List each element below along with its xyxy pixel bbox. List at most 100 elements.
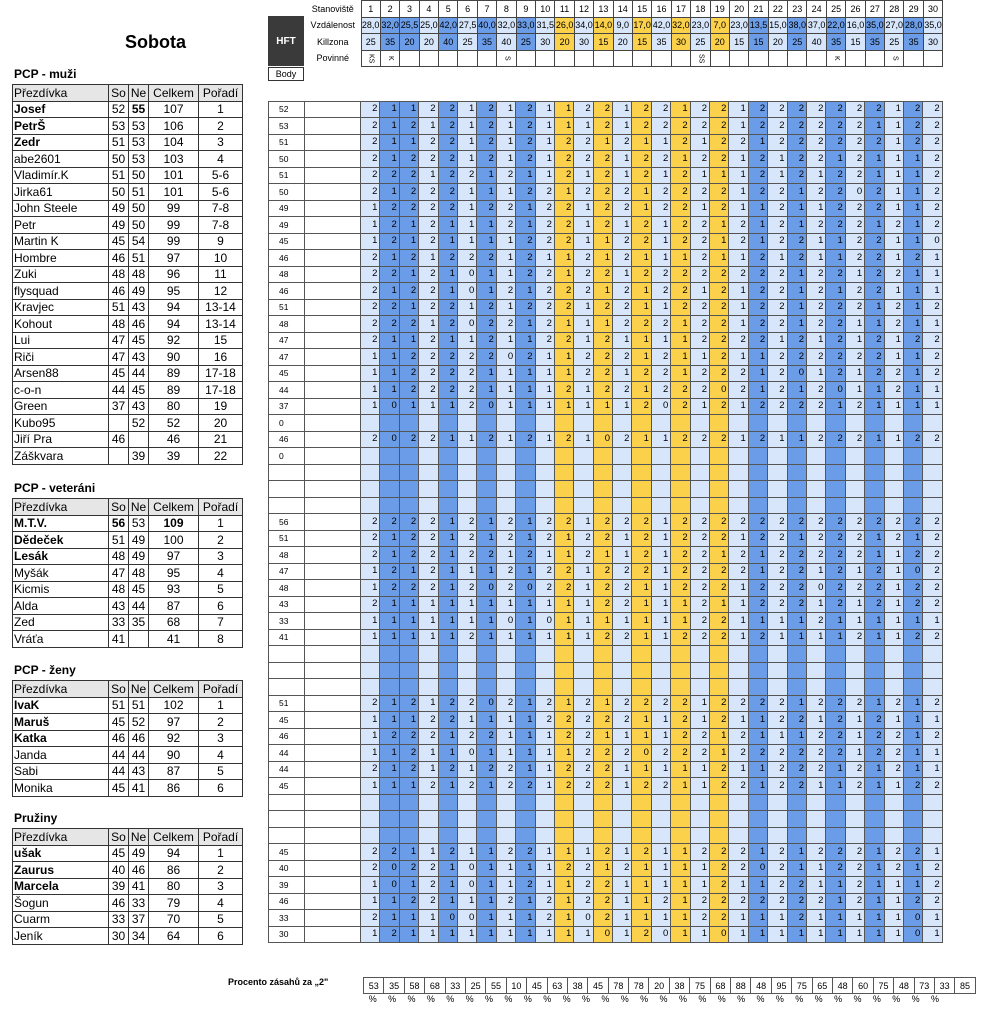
score-cell: 2 xyxy=(359,150,381,168)
score-cell: 1 xyxy=(456,925,478,943)
score-cell: 2 xyxy=(553,150,575,168)
score-cell xyxy=(515,480,536,498)
score-cell: 2 xyxy=(418,265,439,283)
score-cell: 1 xyxy=(728,183,749,201)
score-cell xyxy=(864,678,885,696)
score-cell: 2 xyxy=(844,859,866,877)
score-cell: 1 xyxy=(650,430,672,448)
score-cell: 2 xyxy=(922,364,943,382)
score-cell: 1 xyxy=(922,381,943,399)
grid-row: 51 2 1 1 2 2 1 2 1 2 1 2 2 1 2 1 1 2 1 2 2 1 2 2 2 2 2 2 1 2 2 xyxy=(268,133,943,151)
score-cell: 1 xyxy=(805,562,827,580)
povinne-cell xyxy=(709,49,730,67)
score-cell xyxy=(709,414,730,432)
percent-sign: % xyxy=(737,994,746,1004)
score-cell: 1 xyxy=(456,117,478,135)
score-cell: 1 xyxy=(379,612,400,630)
score-cell: 2 xyxy=(844,694,866,712)
percent-sign: % xyxy=(795,994,804,1004)
score-cell: 1 xyxy=(670,876,691,894)
score-cell: 2 xyxy=(844,100,866,118)
score-cell: 2 xyxy=(650,100,672,118)
score-cell: 1 xyxy=(573,199,594,217)
percent-value: 38 xyxy=(668,977,691,994)
score-cell: 1 xyxy=(786,265,807,283)
score-cell: 1 xyxy=(650,298,672,316)
povinne-cell xyxy=(515,49,537,67)
score-cell: 1 xyxy=(398,562,420,580)
score-cell: 2 xyxy=(437,348,458,366)
score-cell: 2 xyxy=(786,760,807,778)
score-cell: 2 xyxy=(592,843,614,861)
player-row: Dědeček 51 49 100 2 xyxy=(12,531,243,549)
grid-row: 49 1 2 2 2 2 1 2 2 1 2 2 1 2 2 1 2 2 1 2 1 1 2 1 1 2 2 2 1 1 2 xyxy=(268,199,943,217)
score-cell: 1 xyxy=(418,925,439,943)
score-cell: 1 xyxy=(786,298,807,316)
score-cell: 1 xyxy=(747,348,769,366)
score-cell: 1 xyxy=(767,331,788,349)
score-cell: 1 xyxy=(902,397,924,415)
score-cell xyxy=(864,496,885,514)
score-cell: 1 xyxy=(805,364,827,382)
score-cell: 2 xyxy=(359,265,381,283)
score-cell: 2 xyxy=(902,331,924,349)
player-name: IvaK xyxy=(12,696,109,714)
score-cell xyxy=(418,678,439,696)
score-cell: 2 xyxy=(805,546,827,564)
score-cell: 0 xyxy=(902,909,924,927)
score-ne xyxy=(128,630,149,648)
score-cell: 2 xyxy=(864,133,885,151)
score-cell: 0 xyxy=(844,183,866,201)
percent-value: 53 xyxy=(362,977,385,994)
score-cell: 1 xyxy=(670,150,691,168)
score-cell: 2 xyxy=(922,579,943,597)
percent-sign: % xyxy=(911,994,920,1004)
score-cell: 1 xyxy=(883,166,904,184)
score-cell: 1 xyxy=(398,397,420,415)
score-cell: 1 xyxy=(379,744,400,762)
score-cell: 1 xyxy=(379,364,400,382)
column-header: Celkem xyxy=(148,828,199,846)
score-cell: 2 xyxy=(359,282,381,300)
killzone-cell: 30 xyxy=(535,33,556,51)
score-cell: 2 xyxy=(825,166,846,184)
score-cell: 1 xyxy=(883,249,904,267)
score-cell: 2 xyxy=(612,595,633,613)
score-cell: 2 xyxy=(767,216,788,234)
score-total: 87 xyxy=(148,762,199,780)
score-cell: 2 xyxy=(902,628,924,646)
distance-cell: 13,5 xyxy=(748,16,769,34)
score-cell: 2 xyxy=(592,777,614,795)
score-cell xyxy=(573,447,594,465)
score-cell xyxy=(592,678,614,696)
spacer-cell xyxy=(304,744,361,762)
score-cell: 2 xyxy=(825,711,846,729)
score-cell: 1 xyxy=(476,216,497,234)
score-cell: 1 xyxy=(805,331,827,349)
score-cell: 1 xyxy=(534,859,555,877)
score-cell: 1 xyxy=(495,364,517,382)
score-cell: 1 xyxy=(359,232,381,250)
player-name: Martin K xyxy=(12,232,109,250)
score-cell xyxy=(844,661,866,679)
score-cell: 2 xyxy=(709,265,730,283)
povinne-cell: S xyxy=(496,49,517,67)
score-cell: 1 xyxy=(883,232,904,250)
score-cell: 0 xyxy=(592,430,614,448)
score-cell: 2 xyxy=(495,513,517,531)
percent-sign: % xyxy=(485,994,494,1004)
body-cell: 39 xyxy=(268,876,305,894)
body-cell: 51 xyxy=(268,529,305,547)
score-cell: 2 xyxy=(689,430,711,448)
score-cell: 1 xyxy=(379,628,400,646)
score-cell xyxy=(709,645,730,663)
score-cell xyxy=(650,810,672,828)
score-cell: 2 xyxy=(553,381,575,399)
score-cell: 0 xyxy=(515,579,536,597)
player-name: Petr xyxy=(12,216,109,234)
score-cell: 2 xyxy=(631,364,652,382)
score-cell: 2 xyxy=(650,315,672,333)
killzone-cell: 25 xyxy=(457,33,478,51)
score-cell: 2 xyxy=(573,711,594,729)
score-cell xyxy=(456,661,478,679)
